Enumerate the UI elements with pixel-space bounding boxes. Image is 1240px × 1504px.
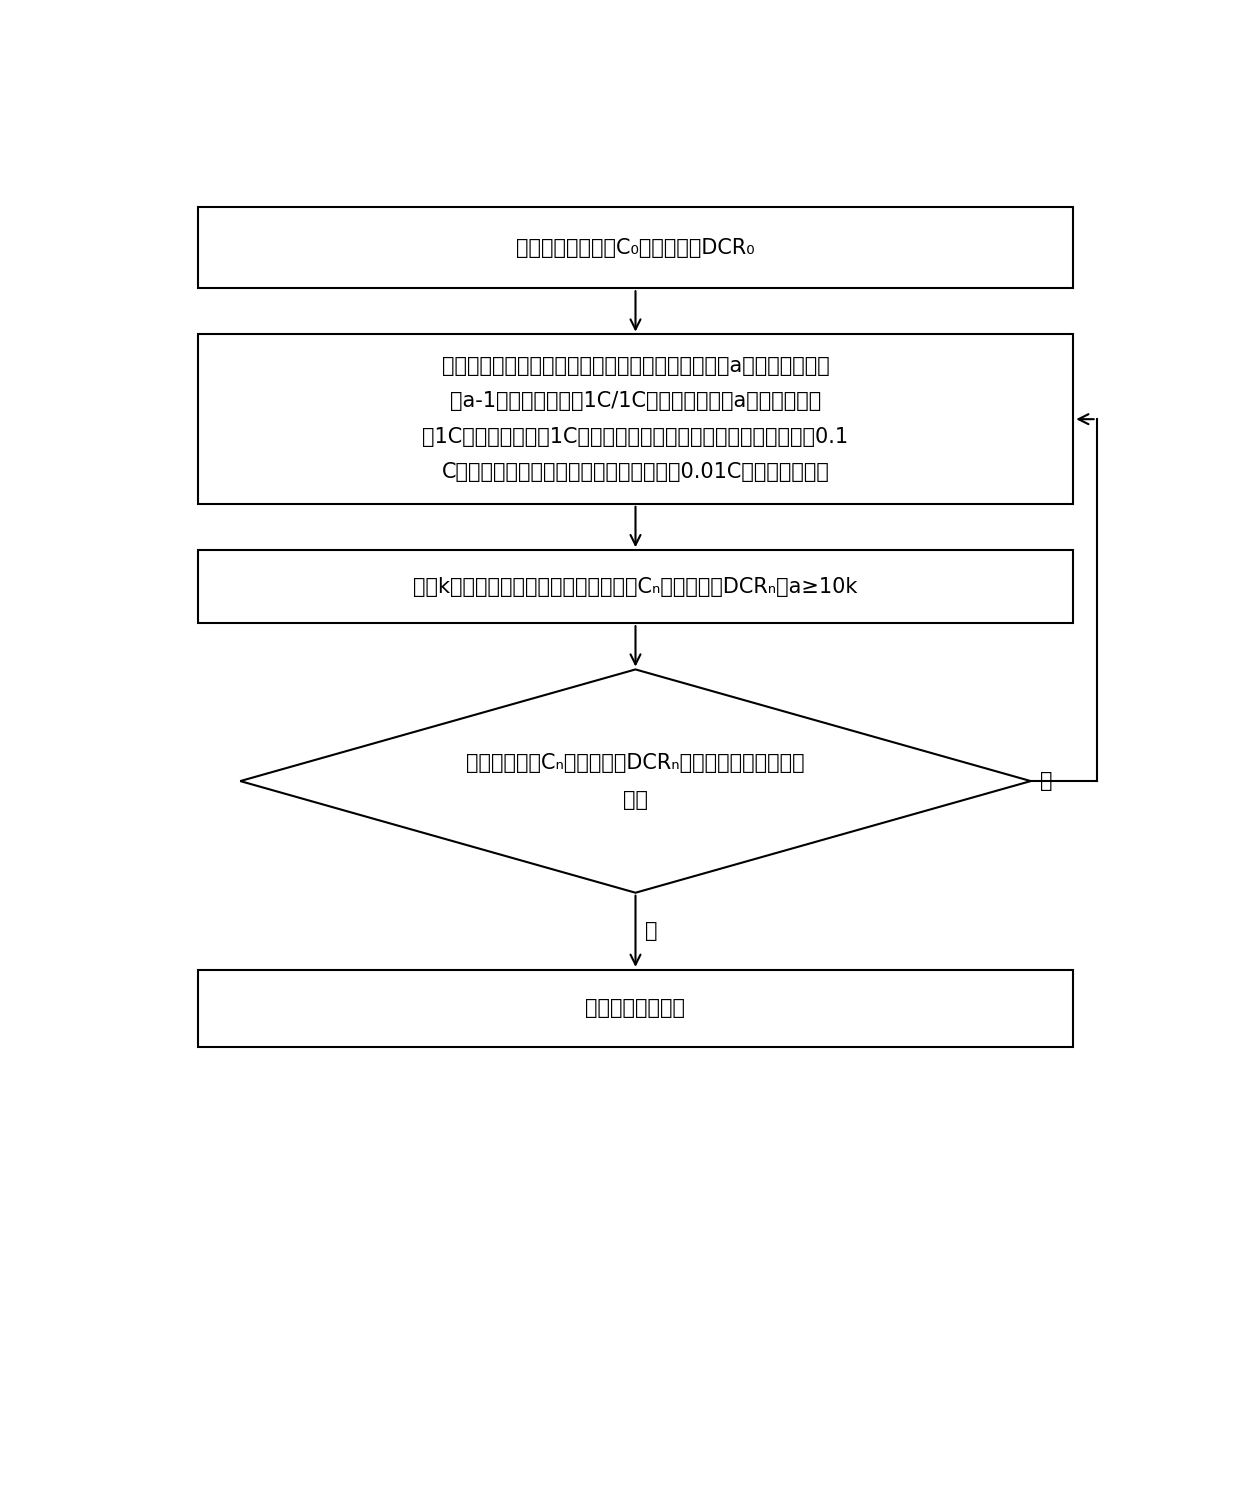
Bar [197, 208, 1074, 289]
Text: 根据当前容量Cₙ和直流内阻DCRₙ判断电芯循环寿命是否: 根据当前容量Cₙ和直流内阻DCRₙ判断电芯循环寿命是否 [466, 752, 805, 773]
Bar [197, 970, 1074, 1047]
Bar [197, 334, 1074, 504]
Bar [197, 550, 1074, 623]
Text: 以1C充电后，首先以1C放电至截止电压，再静置第一时间，然后以0.1: 以1C充电后，首先以1C放电至截止电压，再静置第一时间，然后以0.1 [423, 427, 848, 447]
Text: 对电池进行周期性充放电，每一个充放电周期内包含a次循环充放，且: 对电池进行周期性充放电，每一个充放电周期内包含a次循环充放，且 [441, 356, 830, 376]
Text: 获取电芯初始容量C₀和直流内阻DCR₀: 获取电芯初始容量C₀和直流内阻DCR₀ [516, 238, 755, 257]
Text: 终止: 终止 [622, 790, 649, 809]
Text: C放电至截止电压；再静置第一时间，再以0.01C放电至截止电压: C放电至截止电压；再静置第一时间，再以0.01C放电至截止电压 [441, 462, 830, 483]
Text: 进行k个充放电周期后检测电芯当前容量Cₙ和直流内阻DCRₙ；a≥10k: 进行k个充放电周期后检测电芯当前容量Cₙ和直流内阻DCRₙ；a≥10k [413, 576, 858, 597]
Text: 前a-1次充放电时，以1C/1C循环充放；在第a次充放电时，: 前a-1次充放电时，以1C/1C循环充放；在第a次充放电时， [450, 391, 821, 412]
Polygon shape [241, 669, 1030, 893]
Text: 记录电池循环寿命: 记录电池循环寿命 [585, 999, 686, 1018]
Text: 否: 否 [1040, 772, 1053, 791]
Text: 是: 是 [645, 922, 657, 942]
